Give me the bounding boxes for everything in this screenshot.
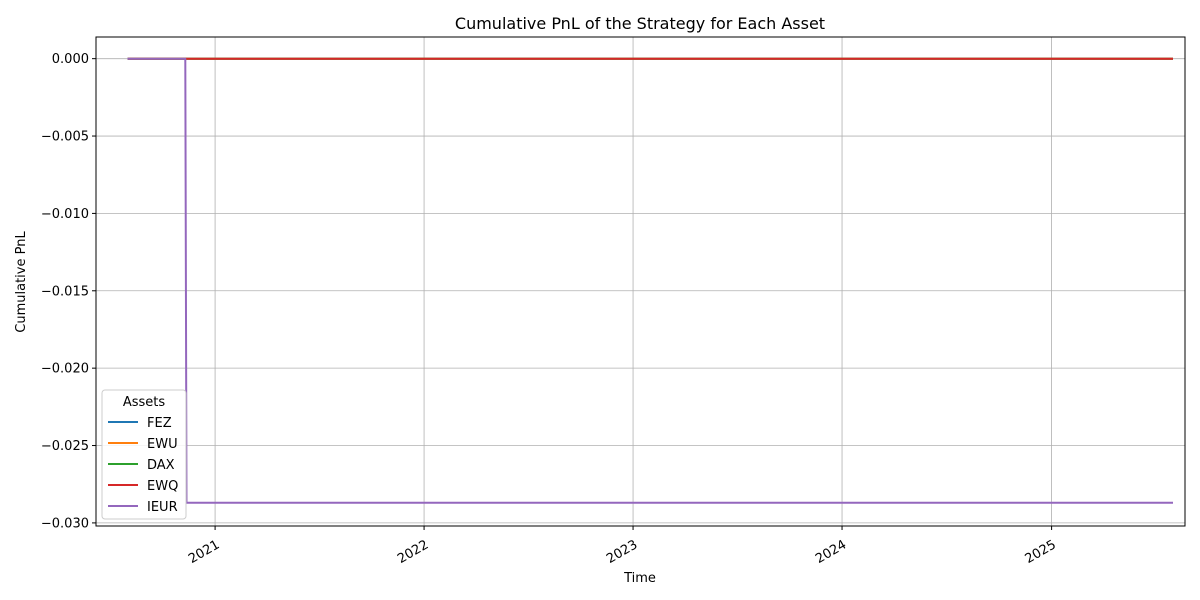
legend-label-fez: FEZ: [147, 416, 172, 431]
x-axis-label: Time: [623, 571, 656, 586]
chart-title: Cumulative PnL of the Strategy for Each …: [455, 14, 825, 33]
legend-items: FEZ EWU DAX EWQ IEUR: [108, 416, 178, 515]
y-tick-label: −0.005: [41, 130, 89, 145]
x-tick-label: 2025: [1023, 537, 1059, 567]
x-axis-ticks: 2021 2022 2023 2024 2025: [186, 526, 1059, 567]
y-tick-label: 0.000: [52, 52, 89, 67]
x-tick-label: 2021: [186, 537, 222, 567]
y-tick-label: −0.020: [41, 362, 89, 377]
series-line-ieur: [127, 57, 1173, 504]
legend-label-ieur: IEUR: [147, 500, 178, 515]
legend-label-ewu: EWU: [147, 437, 178, 452]
x-tick-label: 2022: [395, 537, 431, 567]
legend-label-dax: DAX: [147, 458, 175, 473]
series-lines: [127, 57, 1173, 504]
x-tick-label: 2024: [813, 537, 849, 567]
legend-title: Assets: [123, 395, 166, 410]
y-tick-label: −0.015: [41, 284, 89, 299]
y-tick-label: −0.025: [41, 439, 89, 454]
y-axis-ticks: 0.000 −0.005 −0.010 −0.015 −0.020 −0.025 −0.03…: [41, 52, 96, 531]
legend: Assets FEZ EWU DAX EWQ IEUR: [101, 389, 187, 520]
y-tick-label: −0.010: [41, 207, 89, 222]
y-tick-label: −0.030: [41, 516, 89, 531]
plot-area-frame: [95, 36, 1186, 527]
x-tick-label: 2023: [604, 537, 640, 567]
legend-label-ewq: EWQ: [147, 479, 178, 494]
grid-lines: [96, 37, 1185, 526]
y-axis-label: Cumulative PnL: [14, 231, 29, 333]
